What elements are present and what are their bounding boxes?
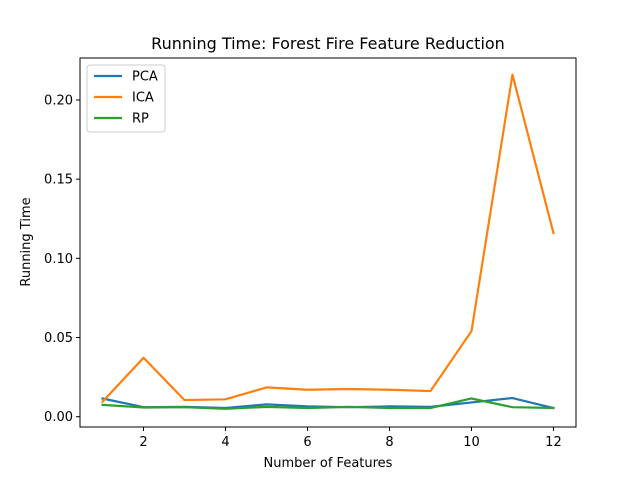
y-axis-ticks: 0.00 0.05 0.10 0.15 0.20 [44,93,80,425]
legend-label-rp: RP [132,112,149,127]
y-tick-label: 0.15 [44,173,73,188]
chart-title: Running Time: Forest Fire Feature Reduct… [151,34,505,53]
legend-box [86,64,166,133]
series-layer [100,73,555,410]
legend-label-ica: ICA [132,91,154,106]
series-line-rp [101,397,555,410]
y-tick-label: 0.00 [44,410,73,425]
y-tick-label: 0.20 [44,93,73,108]
x-tick-label: 6 [303,435,311,450]
x-tick-label: 8 [385,435,393,450]
x-tick-label: 2 [139,435,147,450]
x-tick-label: 4 [221,435,229,450]
legend: PCA ICA RP [86,64,166,133]
x-tick-label: 12 [545,435,562,450]
y-axis-label: Running Time [19,197,34,286]
plot-frame [79,57,577,428]
x-axis-ticks: 2 4 6 8 10 12 [139,427,562,450]
series-line-ica [100,73,555,404]
x-axis-label: Number of Features [264,456,393,471]
legend-label-pca: PCA [132,70,158,85]
x-tick-label: 10 [463,435,480,450]
y-tick-label: 0.05 [44,331,73,346]
y-tick-label: 0.10 [44,252,73,267]
